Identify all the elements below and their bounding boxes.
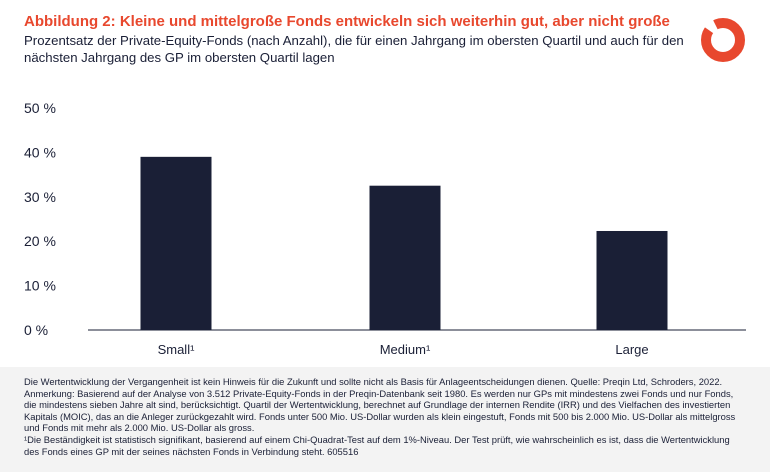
- x-tick-label: Large: [615, 342, 648, 357]
- x-tick-label: Small¹: [158, 342, 196, 357]
- chart-header: Abbildung 2: Kleine und mittelgroße Fond…: [24, 12, 684, 66]
- y-tick-label: 40 %: [24, 144, 56, 160]
- chart-subtitle: Prozentsatz der Private-Equity-Fonds (na…: [24, 33, 684, 65]
- schroders-ring-logo-icon: [701, 18, 745, 62]
- bar: [369, 185, 441, 330]
- chart-title: Abbildung 2: Kleine und mittelgroße Fond…: [24, 13, 670, 30]
- footnote: Die Wertentwicklung der Vergangenheit is…: [0, 367, 770, 472]
- y-tick-label: 10 %: [24, 278, 56, 294]
- y-axis: 0 % 10 % 20 % 30 % 40 % 50 %: [24, 100, 56, 338]
- footnote-note: Anmerkung: Basierend auf der Analyse von…: [24, 387, 736, 434]
- y-tick-label: 50 %: [24, 100, 56, 116]
- y-tick-label: 30 %: [24, 189, 56, 205]
- y-tick-label: 0 %: [24, 322, 48, 338]
- x-tick-label: Medium¹: [380, 342, 431, 357]
- footnote-disclaimer: Die Wertentwicklung der Vergangenheit is…: [24, 376, 723, 387]
- x-axis: Small¹ Medium¹ Large: [158, 342, 649, 357]
- bar: [596, 230, 668, 330]
- y-tick-label: 20 %: [24, 233, 56, 249]
- footnote-significance: ¹Die Beständigkeit ist statistisch signi…: [24, 433, 730, 457]
- bar: [140, 156, 212, 330]
- bar-chart: 0 % 10 % 20 % 30 % 40 % 50 % Small¹ Medium¹ Lar…: [24, 100, 746, 357]
- bars: [140, 156, 668, 330]
